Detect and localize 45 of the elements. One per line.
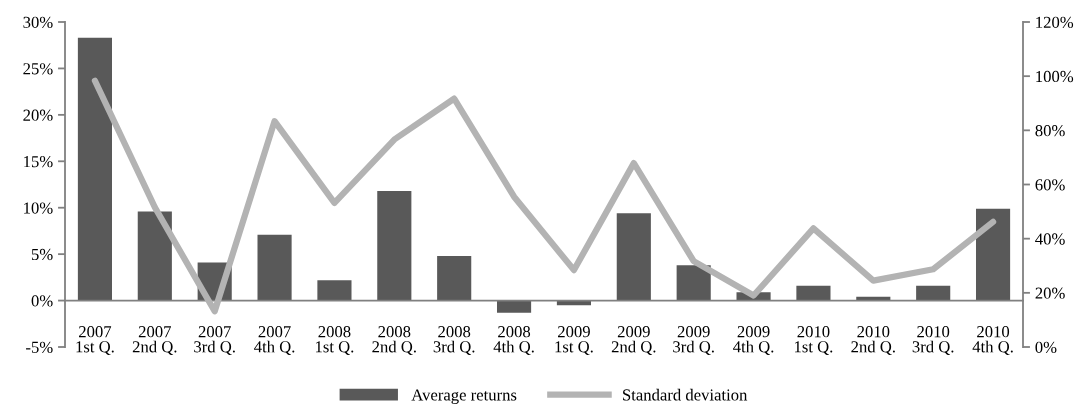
y2-tick-label: 20% xyxy=(1035,287,1065,299)
x-tick-label: 2007 4th Q. xyxy=(254,326,295,355)
bar xyxy=(916,285,951,301)
legend-label: Standard deviation xyxy=(623,388,748,401)
bar xyxy=(796,285,831,301)
x-tick-label: 2008 1st Q. xyxy=(315,326,354,355)
y-tick-label: 15% xyxy=(24,155,53,168)
y-tick-label: -5% xyxy=(26,341,53,353)
x-tick-label: 2008 2nd Q. xyxy=(372,326,416,355)
x-tick-label: 2010 4th Q. xyxy=(972,326,1013,355)
x-tick-label: 2007 1st Q. xyxy=(76,326,114,355)
legend-label: Average returns xyxy=(411,389,517,404)
x-tick-label: 2008 4th Q. xyxy=(493,326,534,355)
bar xyxy=(317,280,352,301)
bar xyxy=(976,208,1011,301)
y-tick-label: 25% xyxy=(23,63,53,75)
x-tick-label: 2009 1st Q. xyxy=(555,326,593,355)
bar xyxy=(137,211,172,301)
y2-tick-label: 40% xyxy=(1035,233,1065,245)
bar xyxy=(676,265,711,301)
bar xyxy=(497,300,532,313)
y-tick-label: 30% xyxy=(23,16,53,28)
y-tick-label: 20% xyxy=(23,109,53,121)
x-tick-label: 2009 4th Q. xyxy=(733,326,774,355)
y-tick-label: 0% xyxy=(31,295,53,307)
x-tick-label: 2007 2nd Q. xyxy=(132,326,177,355)
x-tick-label: 2009 3rd Q. xyxy=(673,326,714,355)
y2-tick-label: 0% xyxy=(1035,341,1057,353)
x-tick-label: 2007 3rd Q. xyxy=(194,326,235,355)
y2-tick-label: 60% xyxy=(1035,179,1065,191)
x-tick-label: 2008 3rd Q. xyxy=(433,326,475,355)
bar xyxy=(437,256,472,301)
y2-tick-label: 80% xyxy=(1035,125,1065,137)
bar xyxy=(616,213,651,301)
x-tick-label: 2009 2nd Q. xyxy=(611,326,656,355)
x-tick-label: 2010 2nd Q. xyxy=(851,326,895,355)
x-tick-label: 2010 3rd Q. xyxy=(912,326,954,355)
y2-tick-label: 100% xyxy=(1036,70,1074,83)
y-tick-label: 10% xyxy=(24,202,53,214)
y2-tick-label: 120% xyxy=(1036,16,1074,28)
bar xyxy=(77,37,112,301)
x-tick-label: 2010 1st Q. xyxy=(794,326,833,355)
bar xyxy=(257,234,292,301)
bar xyxy=(377,191,412,301)
y-tick-label: 5% xyxy=(31,248,53,261)
